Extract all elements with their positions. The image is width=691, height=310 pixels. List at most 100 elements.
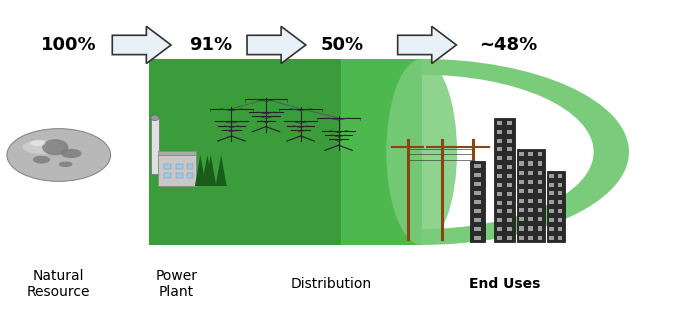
Bar: [558, 183, 562, 187]
Polygon shape: [205, 155, 216, 186]
Polygon shape: [216, 155, 227, 186]
Bar: [507, 210, 512, 214]
Bar: [507, 218, 512, 222]
Bar: [497, 156, 502, 160]
Bar: [549, 227, 553, 231]
Bar: [549, 183, 553, 187]
Bar: [529, 226, 533, 231]
Bar: [558, 174, 562, 178]
Bar: [558, 227, 562, 231]
Text: ~48%: ~48%: [479, 36, 537, 54]
Polygon shape: [112, 26, 171, 64]
Bar: [151, 118, 159, 174]
Bar: [538, 226, 542, 231]
Ellipse shape: [151, 115, 159, 121]
Bar: [187, 173, 193, 178]
Ellipse shape: [42, 139, 68, 155]
Bar: [473, 236, 481, 240]
Polygon shape: [247, 26, 305, 64]
Polygon shape: [195, 155, 206, 186]
Bar: [538, 208, 542, 212]
Text: Natural
Resource: Natural Resource: [27, 268, 91, 299]
Bar: [473, 173, 481, 177]
Bar: [519, 152, 524, 156]
Bar: [497, 227, 502, 231]
Bar: [497, 192, 502, 196]
Bar: [529, 170, 533, 175]
Bar: [497, 236, 502, 240]
Bar: [507, 130, 512, 134]
Bar: [549, 236, 553, 240]
Bar: [519, 189, 524, 193]
Bar: [538, 189, 542, 193]
Bar: [149, 53, 422, 251]
Bar: [529, 180, 533, 184]
Bar: [473, 209, 481, 213]
Bar: [473, 191, 481, 195]
Bar: [473, 182, 481, 186]
Bar: [507, 236, 512, 240]
Bar: [529, 208, 533, 212]
Bar: [507, 174, 512, 178]
Bar: [558, 218, 562, 222]
Ellipse shape: [61, 149, 82, 158]
Bar: [519, 180, 524, 184]
Bar: [519, 217, 524, 221]
Bar: [497, 183, 502, 187]
Bar: [176, 173, 183, 178]
Bar: [497, 218, 502, 222]
Bar: [519, 208, 524, 212]
Bar: [558, 236, 562, 240]
Bar: [538, 217, 542, 221]
Bar: [497, 139, 502, 143]
Bar: [341, 59, 422, 245]
Bar: [507, 139, 512, 143]
Bar: [529, 198, 533, 203]
Bar: [549, 174, 553, 178]
Polygon shape: [202, 155, 213, 186]
Bar: [529, 217, 533, 221]
Ellipse shape: [30, 140, 46, 146]
Bar: [497, 174, 502, 178]
Bar: [494, 118, 515, 242]
Ellipse shape: [22, 140, 64, 154]
Bar: [519, 170, 524, 175]
Bar: [158, 155, 196, 186]
Bar: [558, 192, 562, 196]
Ellipse shape: [32, 156, 50, 164]
Bar: [549, 200, 553, 204]
Text: Distribution: Distribution: [291, 277, 372, 291]
Bar: [507, 156, 512, 160]
Bar: [538, 236, 542, 240]
Bar: [473, 218, 481, 222]
Bar: [558, 200, 562, 204]
Text: 50%: 50%: [321, 36, 363, 54]
Bar: [507, 165, 512, 169]
Bar: [497, 148, 502, 152]
Text: End Uses: End Uses: [468, 277, 540, 291]
Bar: [164, 164, 171, 169]
Bar: [497, 130, 502, 134]
Text: 91%: 91%: [189, 36, 232, 54]
Polygon shape: [158, 151, 196, 155]
Bar: [473, 200, 481, 204]
Bar: [538, 198, 542, 203]
Bar: [507, 227, 512, 231]
Bar: [497, 121, 502, 125]
Text: Power
Plant: Power Plant: [155, 268, 197, 299]
Bar: [473, 227, 481, 231]
Ellipse shape: [386, 59, 457, 245]
Bar: [529, 161, 533, 166]
Bar: [497, 210, 502, 214]
Bar: [538, 161, 542, 166]
Bar: [176, 164, 183, 169]
Bar: [529, 189, 533, 193]
Ellipse shape: [59, 162, 73, 167]
Bar: [549, 192, 553, 196]
Ellipse shape: [7, 129, 111, 181]
Bar: [549, 209, 553, 213]
Bar: [517, 149, 545, 242]
Bar: [519, 226, 524, 231]
Bar: [519, 161, 524, 166]
Bar: [507, 148, 512, 152]
